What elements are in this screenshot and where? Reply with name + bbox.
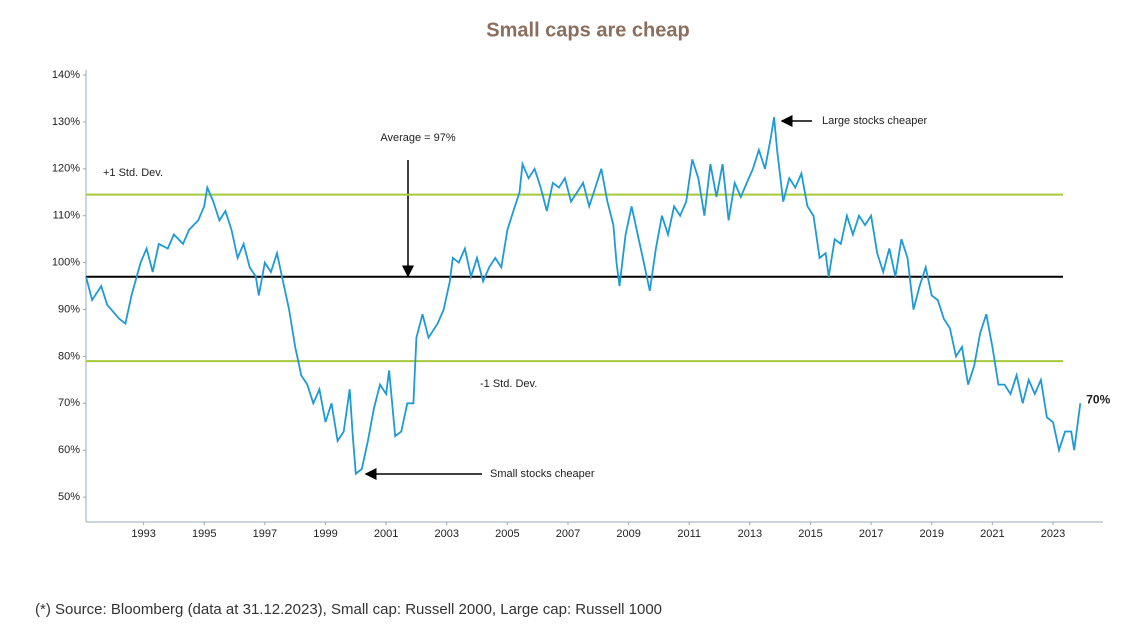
- chart-title: Small caps are cheap: [486, 19, 689, 41]
- x-tick-label: 2021: [980, 528, 1004, 540]
- y-tick-label: 110%: [53, 210, 81, 222]
- annotation: Small stocks cheaper: [490, 468, 595, 480]
- x-tick-label: 2023: [1041, 528, 1065, 540]
- y-tick-label: 80%: [58, 350, 80, 362]
- y-tick-label: 90%: [58, 303, 80, 315]
- x-tick-label: 1999: [313, 528, 337, 540]
- x-tick-label: 1995: [192, 528, 216, 540]
- x-tick-label: 1993: [131, 528, 155, 540]
- annotation: Average = 97%: [380, 132, 456, 144]
- x-tick-label: 2007: [556, 528, 580, 540]
- y-tick-label: 130%: [52, 116, 80, 128]
- y-tick-label: 60%: [58, 444, 80, 456]
- x-tick-label: 2015: [798, 528, 822, 540]
- x-tick-label: 2011: [677, 528, 701, 540]
- x-tick-label: 2003: [434, 528, 458, 540]
- end-label: 70%: [1086, 393, 1110, 407]
- footnote: (*) Source: Bloomberg (data at 31.12.202…: [35, 601, 662, 618]
- x-tick-label: 1997: [253, 528, 277, 540]
- annotation: -1 Std. Dev.: [480, 378, 537, 390]
- x-tick-label: 2013: [738, 528, 762, 540]
- line-series: [85, 117, 1082, 476]
- x-tick-label: 2005: [495, 528, 519, 540]
- y-tick-label: 100%: [52, 257, 80, 269]
- x-tick-label: 2001: [374, 528, 398, 540]
- y-tick-label: 120%: [52, 163, 80, 175]
- y-tick-label: 50%: [58, 491, 80, 503]
- y-tick-label: 140%: [52, 69, 80, 81]
- y-tick-label: 70%: [58, 397, 80, 409]
- annotation: +1 Std. Dev.: [103, 167, 163, 179]
- x-tick-label: 2017: [859, 528, 883, 540]
- x-tick-label: 2009: [616, 528, 640, 540]
- annotation: Large stocks cheaper: [822, 115, 928, 127]
- x-tick-label: 2019: [919, 528, 943, 540]
